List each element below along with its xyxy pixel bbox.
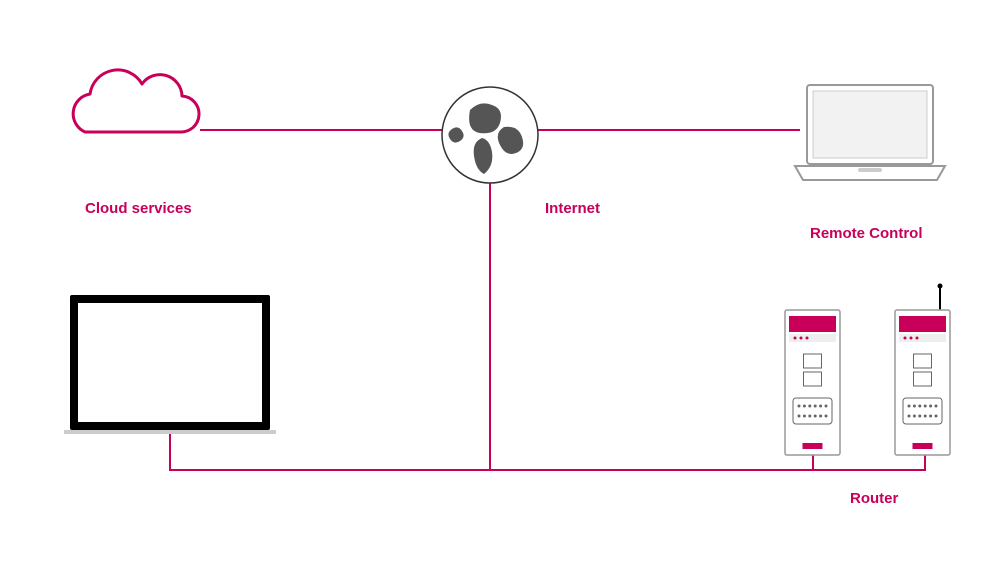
remote-control-label: Remote Control <box>810 225 923 242</box>
diagram-canvas <box>0 0 1001 561</box>
cloud-label: Cloud services <box>85 200 192 217</box>
router-label: Router <box>850 490 898 507</box>
internet-label: Internet <box>545 200 600 217</box>
